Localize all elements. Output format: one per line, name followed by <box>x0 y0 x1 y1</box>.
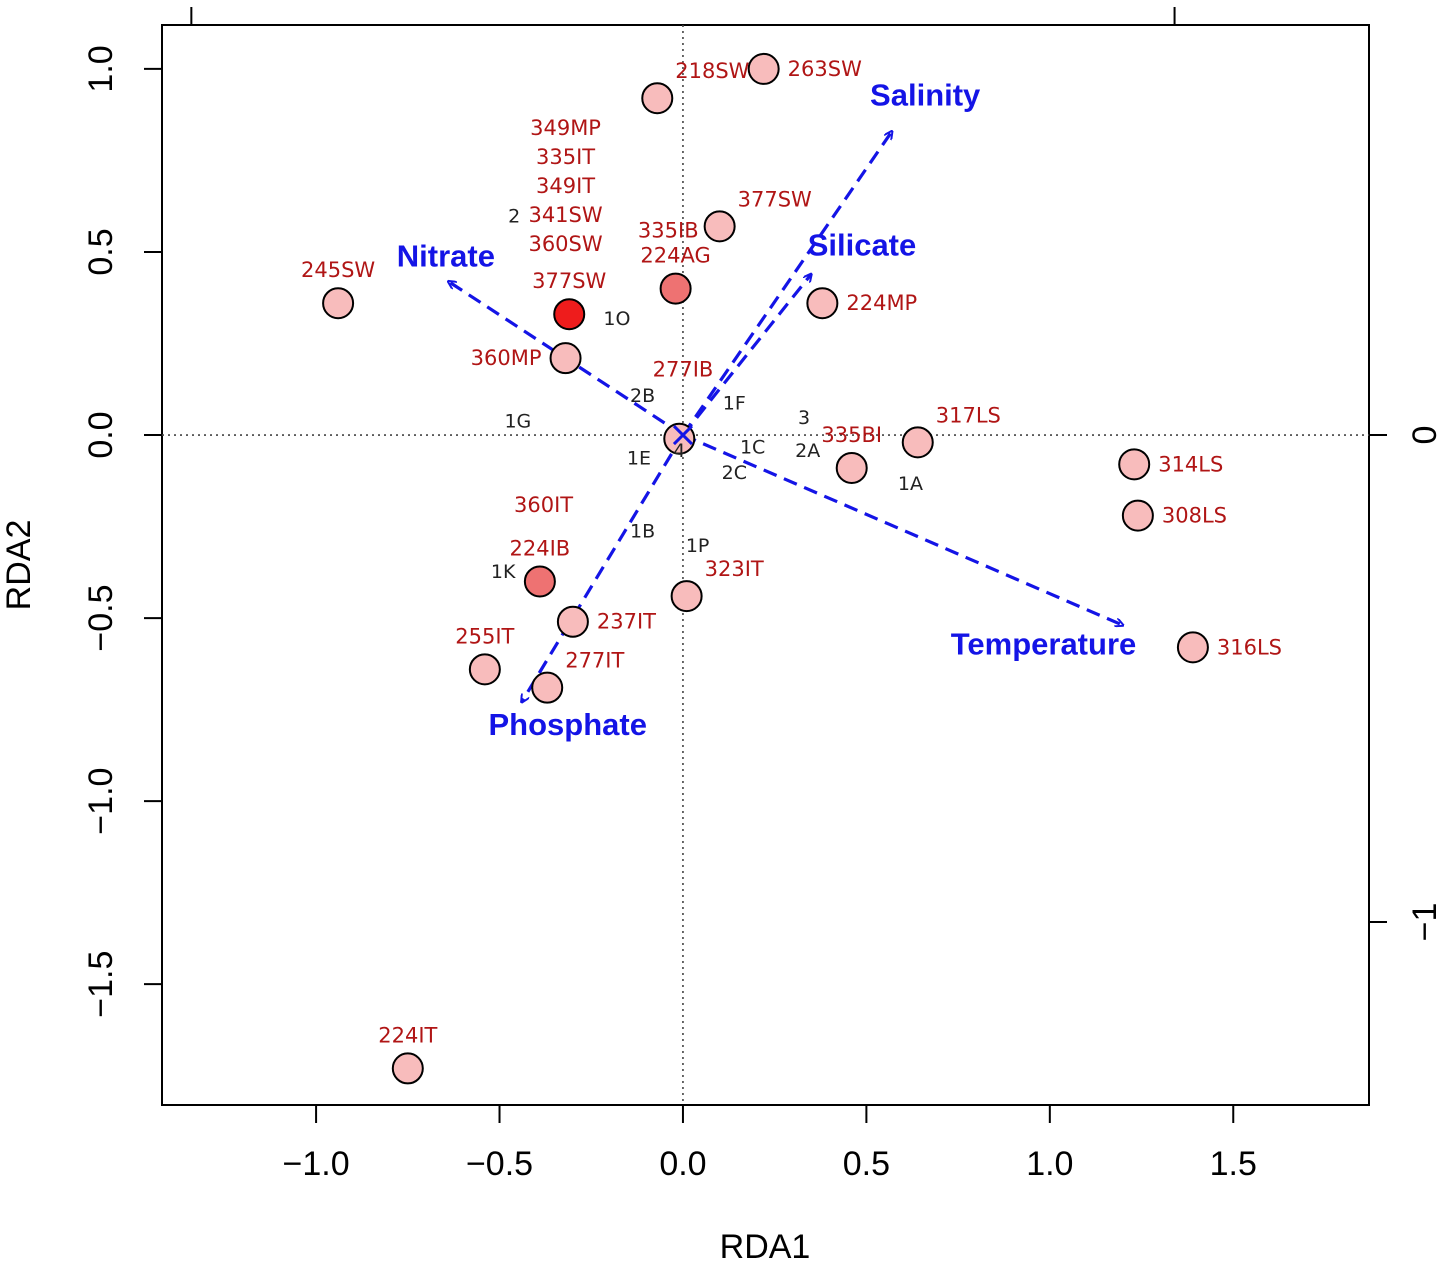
x-tick-label: 0.5 <box>843 1145 890 1183</box>
site-label-stacked: 341SW <box>528 203 602 227</box>
site-point <box>670 580 703 613</box>
plot-frame <box>161 24 1370 1106</box>
site-label-stacked: 360SW <box>528 232 602 256</box>
env-vector-salinity <box>681 131 892 436</box>
site-label: 314LS <box>1158 452 1223 476</box>
site-point <box>747 52 780 85</box>
species-label: 1C <box>740 436 765 458</box>
site-label: 263SW <box>788 57 862 81</box>
env-vector-silicate <box>681 274 811 437</box>
species-label: 3 <box>798 407 810 429</box>
y-tick-label: −0.5 <box>82 585 120 652</box>
env-vector-phosphate <box>522 434 685 702</box>
species-label: 2 <box>508 206 520 228</box>
y-axis-label: RDA2 <box>0 520 38 611</box>
y-tick-label: −1.0 <box>82 768 120 835</box>
site-label: 377SW <box>738 187 812 211</box>
site-label: 224IT <box>378 1023 437 1047</box>
site-point <box>659 272 692 305</box>
site-point <box>1121 499 1154 532</box>
site-point <box>556 605 589 638</box>
env-label-nitrate: Nitrate <box>397 239 495 274</box>
site-label: 317LS <box>936 403 1001 427</box>
site-label: 237IT <box>597 610 656 634</box>
site-label: 316LS <box>1217 635 1282 659</box>
right-axis-tick-label: −1 <box>1406 903 1444 942</box>
x-tick-label: 0.0 <box>659 1145 706 1183</box>
site-point <box>703 210 736 243</box>
species-label: 2A <box>795 440 820 462</box>
site-point <box>1118 448 1151 481</box>
site-label-stacked: 335IT <box>536 145 595 169</box>
site-label: 308LS <box>1162 504 1227 528</box>
env-label-temperature: Temperature <box>951 627 1137 662</box>
site-label: 224IB <box>510 536 571 560</box>
site-label: 360IT <box>514 493 573 517</box>
species-label: 1O <box>603 308 630 330</box>
site-label: 277IT <box>565 649 624 673</box>
species-label: 1G <box>504 411 531 433</box>
env-label-phosphate: Phosphate <box>489 707 647 742</box>
site-label: 335BI <box>821 423 882 447</box>
species-label: 1P <box>686 535 710 557</box>
x-tick-label: 1.0 <box>1026 1145 1073 1183</box>
x-tick-label: −1.0 <box>283 1145 350 1183</box>
site-point <box>901 426 934 459</box>
site-label-stacked: 349MP <box>530 116 601 140</box>
site-point <box>523 565 556 598</box>
origin-marker <box>672 424 694 446</box>
y-tick-label: 1.0 <box>82 45 120 92</box>
x-tick-label: −0.5 <box>466 1145 533 1183</box>
right-axis-tick-label: 0 <box>1406 426 1444 445</box>
env-label-salinity: Salinity <box>870 78 981 113</box>
env-vector-temperature <box>682 433 1123 625</box>
x-axis-label: RDA1 <box>720 1228 811 1266</box>
species-label: 1A <box>898 473 923 495</box>
y-tick-label: 0.0 <box>82 411 120 458</box>
species-label: 2B <box>630 385 655 407</box>
site-label: 377SW <box>532 269 606 293</box>
species-label: 1E <box>627 447 651 469</box>
site-label: 218SW <box>675 59 749 83</box>
site-label: 224MP <box>846 291 917 315</box>
site-label: 245SW <box>301 258 375 282</box>
site-point <box>553 298 586 331</box>
species-label: 1B <box>630 521 655 543</box>
site-point <box>531 671 564 704</box>
site-point <box>391 1052 424 1085</box>
site-point <box>835 451 868 484</box>
site-label: 360MP <box>471 346 542 370</box>
site-point <box>1176 631 1209 664</box>
species-label: 1F <box>723 392 746 414</box>
y-tick-label: −1.5 <box>82 951 120 1018</box>
site-label: 224AG <box>640 244 710 268</box>
y-tick-label: 0.5 <box>82 228 120 275</box>
x-tick-label: 1.5 <box>1210 1145 1257 1183</box>
site-point <box>806 287 839 320</box>
site-label: 277IB <box>653 357 714 381</box>
species-label: 4 <box>673 440 685 462</box>
site-label: 255IT <box>455 624 514 648</box>
site-label: 323IT <box>705 557 764 581</box>
species-label: 2C <box>722 462 747 484</box>
site-point <box>549 342 582 375</box>
env-label-silicate: Silicate <box>808 228 917 263</box>
species-label: 1K <box>491 561 516 583</box>
site-point <box>322 287 355 320</box>
site-label: 335IB <box>638 218 699 242</box>
site-label-stacked: 349IT <box>536 174 595 198</box>
site-point <box>641 82 674 115</box>
site-point <box>468 653 501 686</box>
